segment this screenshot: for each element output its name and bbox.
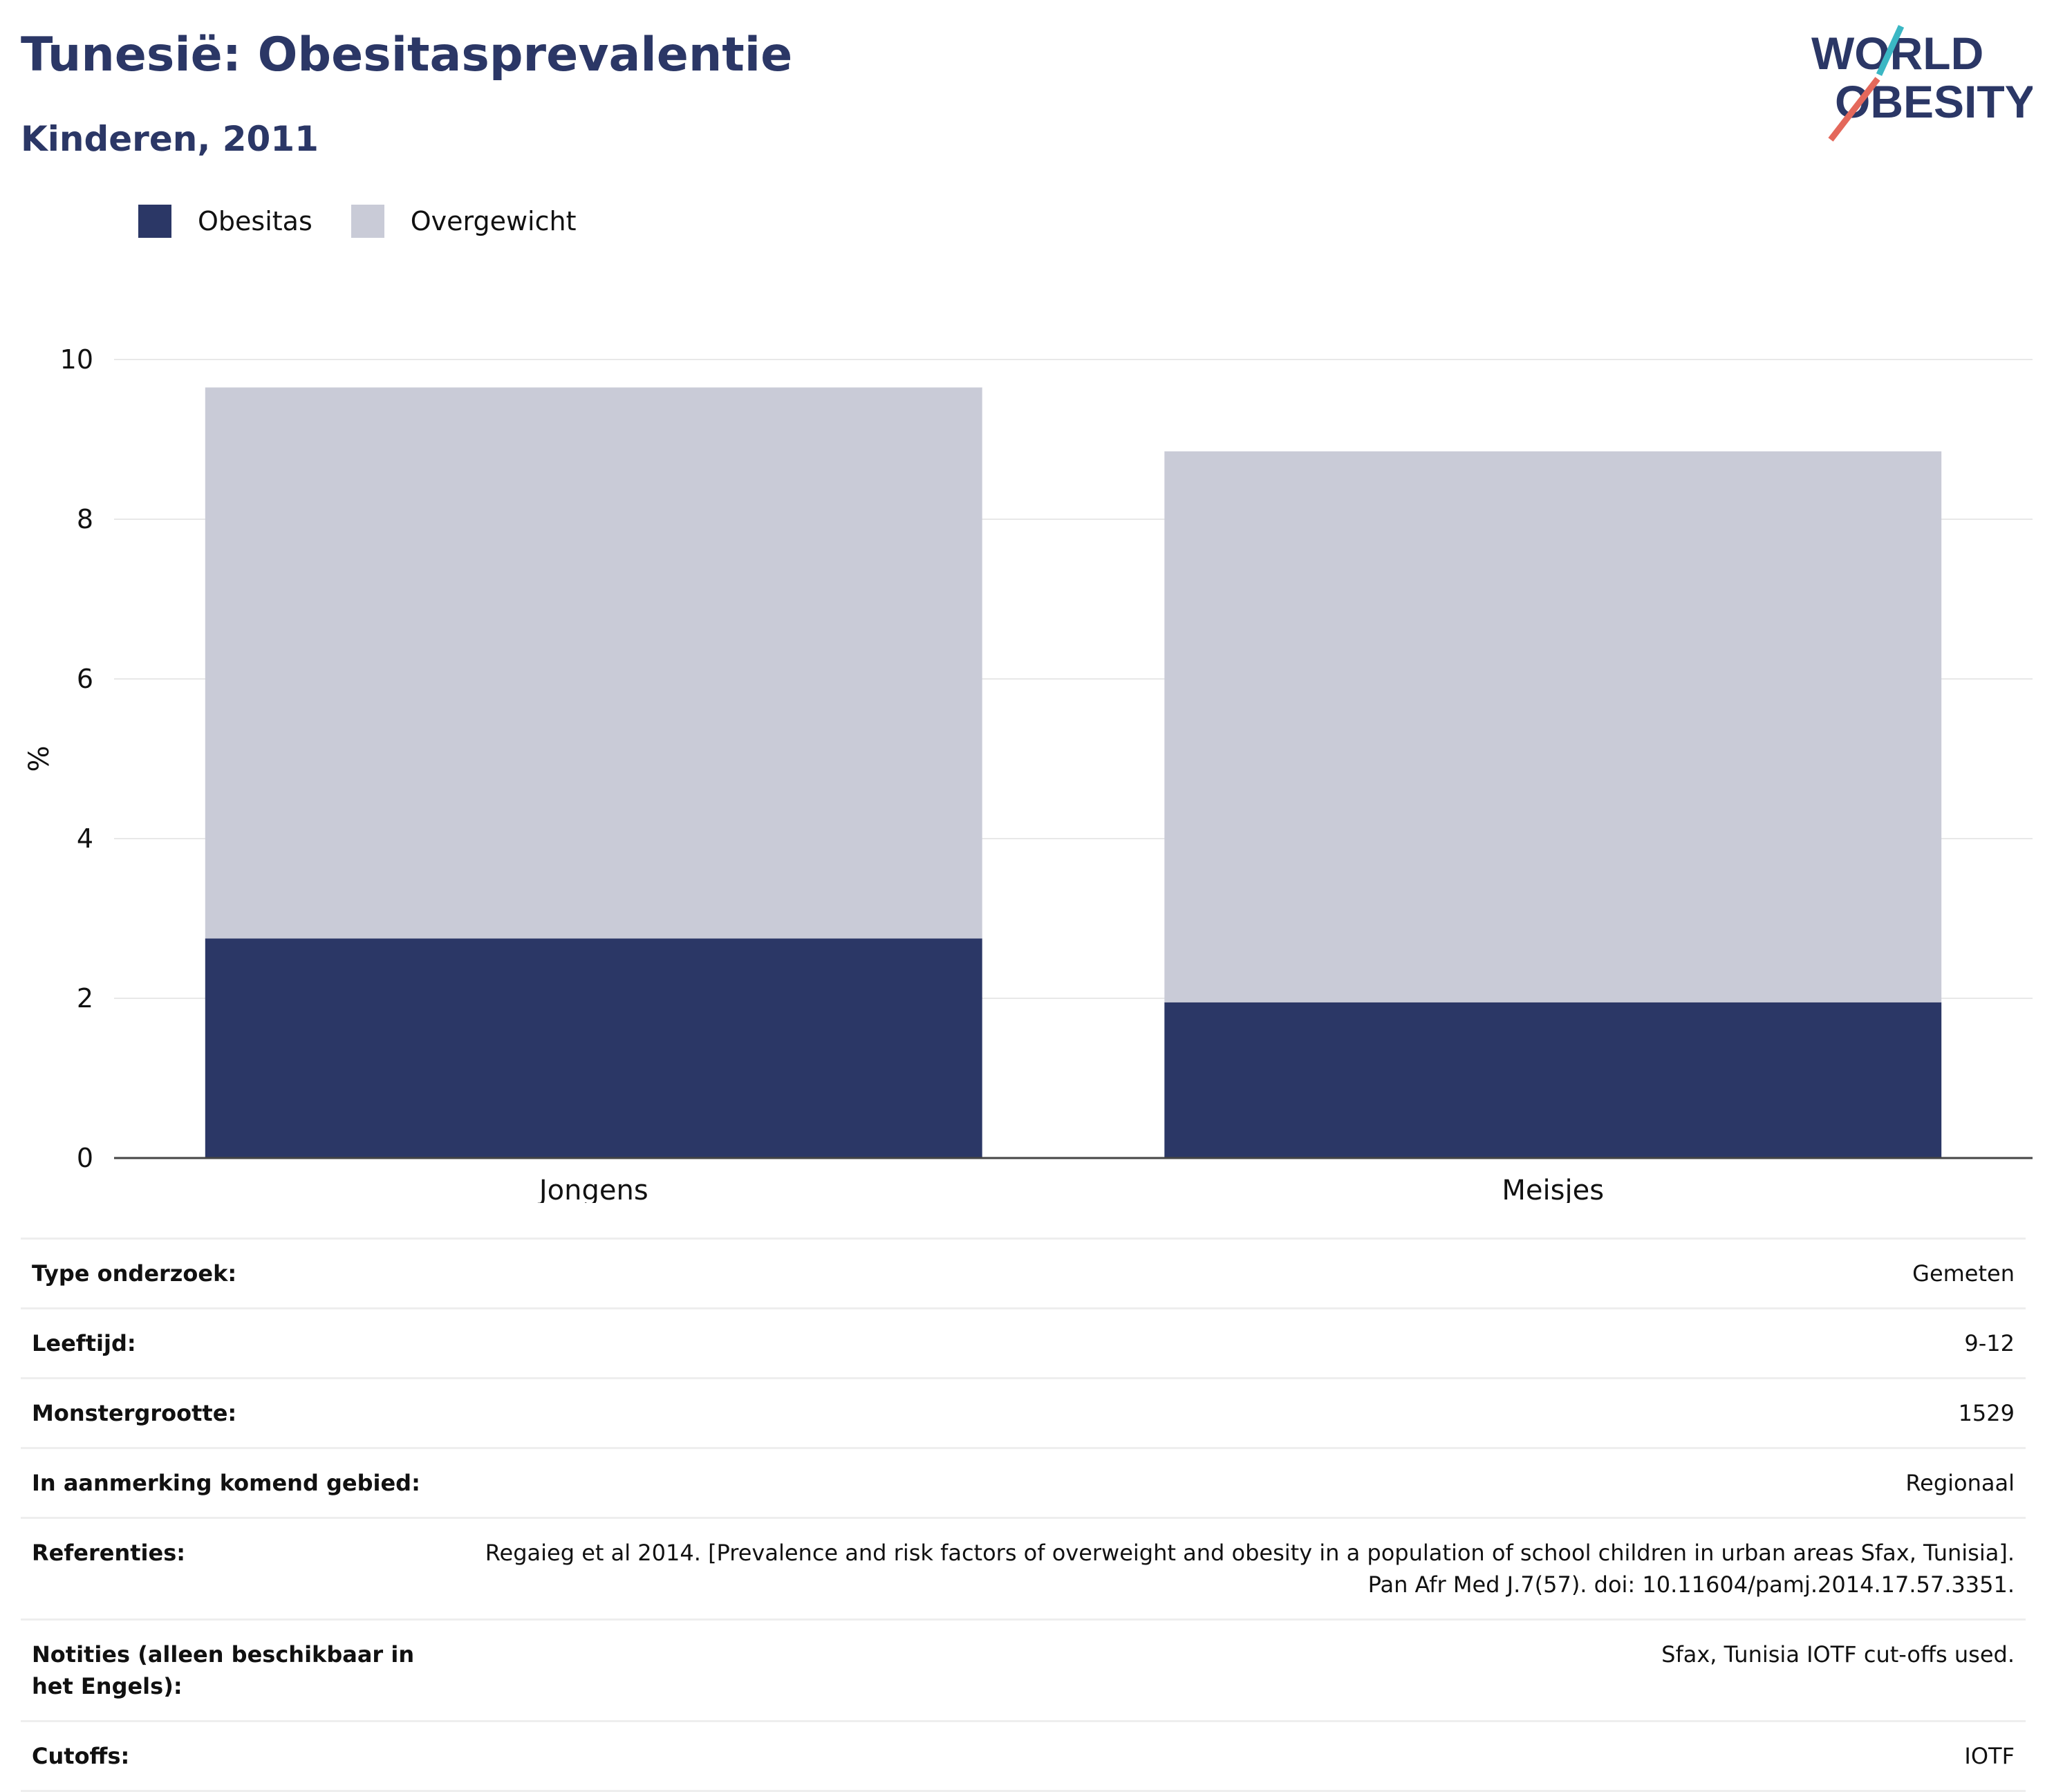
legend-label-overgewicht: Overgewicht <box>410 206 577 236</box>
chart-legend: Obesitas Overgewicht <box>138 205 615 238</box>
bar-chart: 0 2 4 6 8 10% Jongens Meisjes <box>24 344 2033 1203</box>
info-value: Sfax, Tunisia IOTF cut-offs used. <box>471 1618 2026 1721</box>
y-tick-label: 0 <box>77 1143 93 1173</box>
info-key: Type onderzoek: <box>21 1238 471 1309</box>
x-tick-label: Jongens <box>537 1175 648 1203</box>
info-key: Leeftijd: <box>21 1307 471 1379</box>
info-value: IOTF <box>471 1720 2026 1792</box>
logo-text-obesity: OBESITY <box>1835 76 2033 127</box>
page-title: Tunesië: Obesitasprevalentie <box>21 28 793 82</box>
info-value: Regionaal <box>471 1447 2026 1518</box>
legend-label-obesitas: Obesitas <box>198 206 312 236</box>
info-value: 1529 <box>471 1377 2026 1448</box>
info-row: Cutoffs: IOTF <box>21 1720 2026 1792</box>
y-tick-label: 8 <box>77 504 93 534</box>
info-row: Monstergrootte: 1529 <box>21 1377 2026 1448</box>
x-tick-label: Meisjes <box>1502 1175 1604 1203</box>
info-table: Type onderzoek: Gemeten Leeftijd: 9-12 Monst… <box>21 1238 2026 1792</box>
info-value: Gemeten <box>471 1238 2026 1309</box>
legend-swatch-overgewicht <box>351 205 384 238</box>
info-key: In aanmerking komend gebied: <box>21 1447 471 1518</box>
page-subtitle: Kinderen, 2011 <box>21 119 319 159</box>
y-axis-label: % <box>24 745 55 772</box>
bar-overgewicht-meisjes <box>1164 451 1942 1002</box>
world-obesity-logo: WORLD OBESITY <box>1811 25 2033 142</box>
info-key: Monstergrootte: <box>21 1377 471 1448</box>
info-row: Type onderzoek: Gemeten <box>21 1238 2026 1309</box>
info-key: Cutoffs: <box>21 1720 471 1792</box>
info-value: Regaieg et al 2014. [Prevalence and risk… <box>471 1517 2026 1620</box>
y-tick-label: 2 <box>77 983 93 1014</box>
info-row: Leeftijd: 9-12 <box>21 1307 2026 1379</box>
y-tick-label: 10 <box>60 344 93 375</box>
legend-swatch-obesitas <box>138 205 171 238</box>
y-tick-label: 6 <box>77 664 93 694</box>
bar-obesitas-jongens <box>205 938 982 1158</box>
info-key: Referenties: <box>21 1517 471 1620</box>
logo-slash-coral <box>1828 77 1880 142</box>
info-row: In aanmerking komend gebied: Regionaal <box>21 1447 2026 1518</box>
info-value: 9-12 <box>471 1307 2026 1379</box>
info-key: Notities (alleen beschikbaar in het Enge… <box>21 1618 471 1721</box>
legend-item-obesitas[interactable]: Obesitas <box>138 205 312 238</box>
logo-slash-teal <box>1876 25 1905 76</box>
info-row: Referenties: Regaieg et al 2014. [Prevale… <box>21 1517 2026 1620</box>
legend-item-overgewicht[interactable]: Overgewicht <box>351 205 577 238</box>
bar-overgewicht-jongens <box>205 387 982 939</box>
bar-obesitas-meisjes <box>1164 1002 1942 1158</box>
info-row: Notities (alleen beschikbaar in het Enge… <box>21 1618 2026 1721</box>
y-tick-label: 4 <box>77 823 93 854</box>
